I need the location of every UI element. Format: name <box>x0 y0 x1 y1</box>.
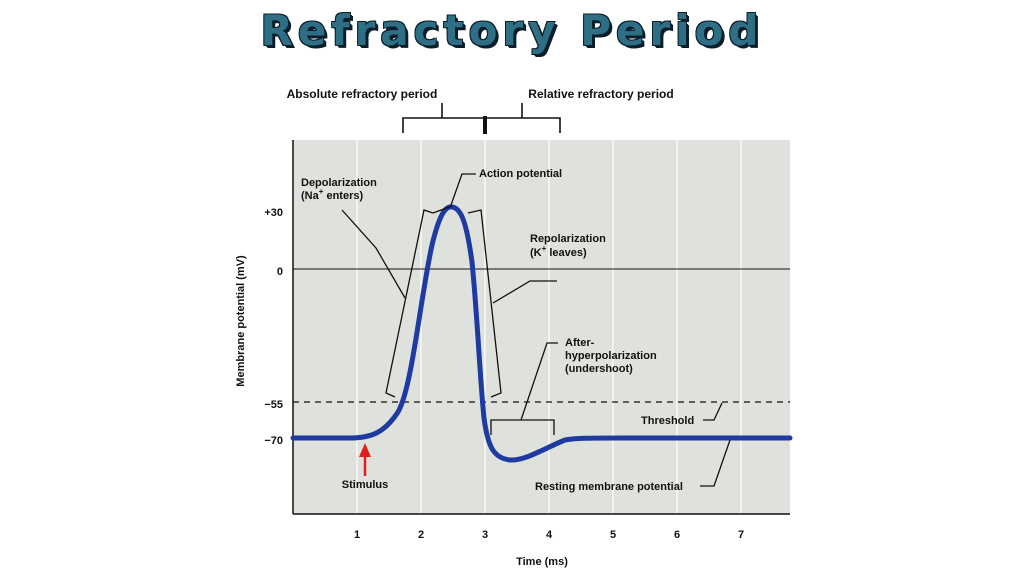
x-tick-label: 6 <box>674 529 680 541</box>
resting-leader <box>700 439 731 487</box>
after-hyperpolarization-label: After- <box>565 337 595 349</box>
plot-area <box>293 140 790 514</box>
y-tick-label: +30 <box>264 207 283 219</box>
repolarization-label: Repolarization <box>530 233 606 245</box>
threshold-label: Threshold <box>641 415 694 427</box>
depolarization-bracket <box>341 209 434 398</box>
resting-potential-label: Resting membrane potential <box>535 481 683 493</box>
slide-title: Refractory Period <box>260 6 764 55</box>
action-potential-label: Action potential <box>479 168 562 180</box>
after-hyperpolarization-label-3: (undershoot) <box>565 363 633 375</box>
repolarization-label-2: (K+ leaves) <box>530 244 587 259</box>
repolarization-leader <box>492 280 557 304</box>
after-hyperpolarization-bracket <box>490 342 558 435</box>
x-tick-label: 2 <box>418 529 424 541</box>
depolarization-label-2: (Na+ enters) <box>301 187 363 202</box>
stimulus-label: Stimulus <box>342 479 388 491</box>
after-hyperpolarization-label-2: hyperpolarization <box>565 350 657 362</box>
x-axis-label: Time (ms) <box>516 556 568 568</box>
grid-lines <box>356 140 742 514</box>
y-axis-label: Membrane potential (mV) <box>235 255 247 387</box>
action-potential-curve <box>290 204 793 463</box>
absolute-refractory-label: Absolute refractory period <box>287 87 438 101</box>
relative-refractory-label: Relative refractory period <box>528 87 673 101</box>
threshold-leader <box>703 402 723 421</box>
y-tick-label: 0 <box>277 266 283 278</box>
x-tick-label: 3 <box>482 529 488 541</box>
x-tick-label: 5 <box>610 529 616 541</box>
y-tick-label: −55 <box>264 399 283 411</box>
y-tick-label: −70 <box>264 435 283 447</box>
depolarization-label: Depolarization <box>301 177 377 189</box>
action-potential-bracket <box>432 173 502 398</box>
x-tick-label: 7 <box>738 529 744 541</box>
x-tick-label: 4 <box>546 529 553 541</box>
refractory-bracket <box>402 103 561 134</box>
x-tick-label: 1 <box>354 529 360 541</box>
stimulus-arrow-icon <box>359 443 371 476</box>
